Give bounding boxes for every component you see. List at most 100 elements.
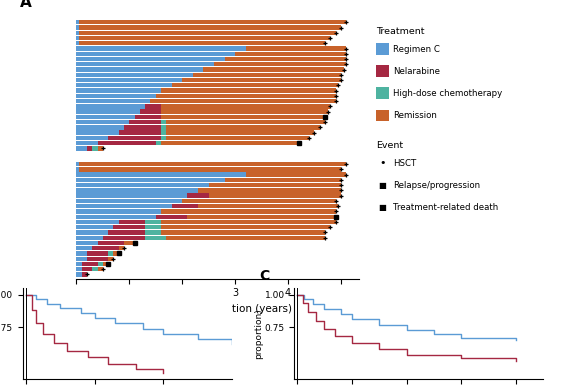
- Bar: [97, 241, 124, 245]
- Bar: [76, 204, 171, 208]
- Bar: [76, 257, 87, 261]
- Bar: [76, 220, 119, 224]
- Bar: [76, 52, 235, 56]
- Bar: [156, 214, 187, 219]
- Text: Nelarabine: Nelarabine: [393, 67, 440, 76]
- Bar: [225, 57, 346, 61]
- Bar: [76, 251, 87, 255]
- Bar: [76, 209, 161, 214]
- Bar: [161, 225, 331, 229]
- X-axis label: Time Since Induction (years): Time Since Induction (years): [143, 304, 293, 314]
- Bar: [76, 67, 203, 72]
- Text: HSCT: HSCT: [393, 159, 417, 168]
- Bar: [145, 225, 161, 229]
- Text: Event: Event: [376, 141, 404, 150]
- Bar: [79, 31, 336, 35]
- Bar: [76, 241, 97, 245]
- Bar: [76, 167, 79, 171]
- Bar: [124, 125, 161, 130]
- Bar: [76, 46, 246, 51]
- Bar: [166, 236, 325, 240]
- Bar: [97, 267, 103, 271]
- Bar: [145, 230, 161, 235]
- Bar: [103, 262, 108, 266]
- Bar: [193, 73, 341, 77]
- Bar: [198, 188, 341, 193]
- Bar: [161, 110, 328, 114]
- Bar: [108, 251, 113, 255]
- Bar: [76, 115, 135, 119]
- Bar: [124, 241, 135, 245]
- Bar: [79, 36, 331, 40]
- Bar: [76, 141, 97, 145]
- Bar: [151, 99, 336, 103]
- Bar: [76, 130, 119, 135]
- Text: Regimen C: Regimen C: [393, 45, 440, 54]
- Bar: [145, 236, 166, 240]
- Bar: [76, 262, 82, 266]
- Text: Treatment: Treatment: [376, 27, 425, 36]
- Bar: [76, 146, 87, 151]
- Bar: [76, 225, 113, 229]
- Bar: [76, 41, 79, 46]
- Bar: [161, 209, 336, 214]
- Text: Treatment-related death: Treatment-related death: [393, 203, 499, 212]
- Bar: [92, 146, 97, 151]
- Bar: [166, 136, 309, 140]
- Bar: [87, 146, 92, 151]
- Bar: [76, 99, 151, 103]
- Bar: [79, 26, 341, 30]
- Bar: [79, 20, 346, 24]
- Bar: [97, 146, 103, 151]
- Bar: [246, 173, 346, 177]
- Bar: [76, 246, 92, 250]
- Bar: [76, 31, 79, 35]
- Text: ■: ■: [379, 181, 387, 190]
- Bar: [161, 141, 299, 145]
- Bar: [119, 220, 145, 224]
- Bar: [82, 267, 92, 271]
- Bar: [145, 220, 161, 224]
- Bar: [113, 251, 119, 255]
- Bar: [108, 136, 161, 140]
- Bar: [79, 162, 346, 166]
- Bar: [76, 57, 225, 61]
- Bar: [76, 83, 171, 87]
- Bar: [103, 236, 145, 240]
- Bar: [203, 67, 344, 72]
- Bar: [166, 125, 320, 130]
- Bar: [145, 104, 161, 108]
- Bar: [79, 167, 341, 171]
- Bar: [76, 194, 187, 198]
- Bar: [76, 62, 214, 67]
- Bar: [76, 136, 108, 140]
- Bar: [209, 183, 341, 187]
- Text: Remission: Remission: [393, 111, 438, 120]
- Bar: [76, 110, 140, 114]
- Bar: [161, 115, 325, 119]
- Bar: [76, 272, 82, 277]
- Bar: [166, 120, 325, 124]
- Bar: [119, 130, 161, 135]
- Bar: [140, 110, 161, 114]
- Bar: [76, 94, 156, 98]
- Bar: [161, 220, 336, 224]
- Bar: [76, 188, 198, 193]
- Bar: [161, 120, 166, 124]
- Bar: [161, 230, 325, 235]
- Bar: [76, 236, 103, 240]
- Bar: [156, 141, 161, 145]
- Bar: [76, 214, 156, 219]
- Bar: [161, 136, 166, 140]
- Text: •: •: [379, 158, 386, 168]
- Bar: [92, 246, 119, 250]
- Bar: [156, 94, 336, 98]
- Bar: [82, 272, 87, 277]
- Bar: [161, 130, 166, 135]
- Bar: [82, 262, 97, 266]
- Bar: [161, 125, 166, 130]
- Bar: [76, 36, 79, 40]
- Bar: [182, 78, 341, 82]
- Bar: [166, 130, 315, 135]
- Bar: [108, 257, 113, 261]
